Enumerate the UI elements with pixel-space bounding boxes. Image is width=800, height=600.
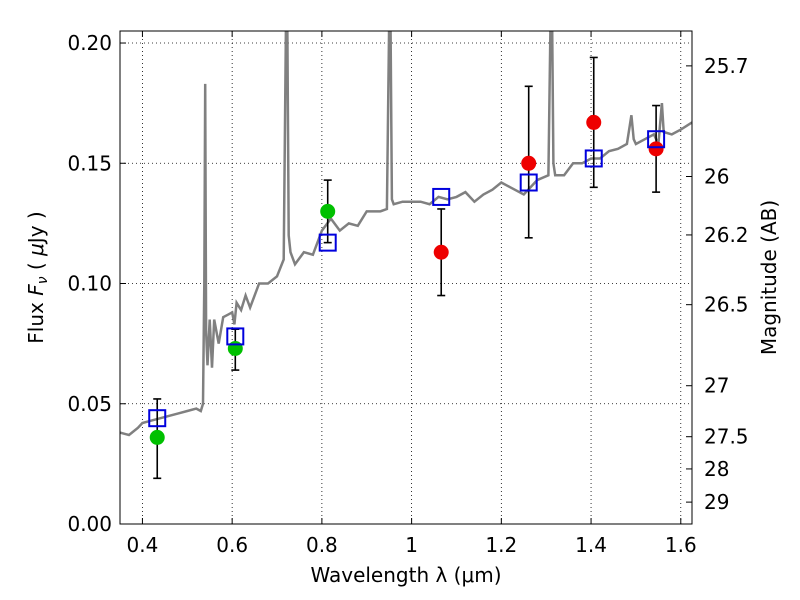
y-axis-label-subscript: ν (35, 276, 51, 284)
magnitude-tick-label: 27 (704, 374, 729, 398)
model-flux-square (148, 409, 167, 428)
y-axis-label-unit: Jy ) (24, 211, 48, 245)
model-flux-square (584, 149, 603, 168)
y-axis-label-symbol: F (24, 284, 48, 296)
y-axis-label-mu: μ (24, 243, 48, 257)
photometry-point (227, 340, 243, 356)
y-axis-label-open: ( (24, 256, 48, 277)
y-axis-label: Flux Fν ( μJy ) (24, 211, 51, 343)
photometry-point (320, 203, 336, 219)
model-flux-squares (148, 130, 666, 428)
x-tick-label: 1.4 (575, 533, 607, 557)
magnitude-tick-label: 28 (704, 457, 729, 481)
x-tick-label: 0.8 (306, 533, 338, 557)
y-tick-label: 0.10 (67, 272, 112, 296)
photometry-point (521, 155, 537, 171)
x-tick-label: 0.4 (127, 533, 159, 557)
axis-ticks: 0.4 0.6 0.8 1 1.2 1.4 1.6 0.00 0.05 0.10 0.15 0.20 2… (67, 31, 749, 557)
x-tick-label: 1 (405, 533, 418, 557)
model-flux-square (519, 173, 538, 192)
y-tick-label: 0.20 (67, 31, 112, 55)
y-tick-label: 0.05 (67, 392, 112, 416)
model-flux-square (318, 233, 337, 252)
magnitude-tick-label: 25.7 (704, 54, 749, 78)
magnitude-axis-label: Magnitude (AB) (757, 200, 781, 355)
plot-frame (119, 30, 693, 525)
error-bars (153, 56, 661, 480)
y-axis-label-prefix: Flux (24, 296, 48, 344)
x-axis-label: Wavelength λ (μm) (310, 563, 501, 587)
x-tick-label: 1.6 (665, 533, 697, 557)
model-flux-square (226, 327, 245, 346)
photometry-point (648, 141, 664, 157)
y-tick-label: 0.15 (67, 151, 112, 175)
photometry-point (586, 114, 602, 130)
model-flux-square (432, 187, 451, 206)
magnitude-tick-label: 27.5 (704, 425, 749, 449)
magnitude-tick-label: 26.2 (704, 223, 749, 247)
magnitude-tick-label: 26 (704, 164, 729, 188)
spectrum-polyline (120, 31, 692, 437)
photometry-point (433, 244, 449, 260)
photometry-points (149, 114, 664, 445)
magnitude-tick-label: 29 (704, 490, 729, 514)
model-flux-square (647, 130, 666, 149)
y-tick-label: 0.00 (67, 512, 112, 536)
magnitude-tick-label: 26.5 (704, 293, 749, 317)
x-tick-label: 1.2 (485, 533, 517, 557)
spectrum-line (120, 31, 692, 437)
photometry-point (149, 429, 165, 445)
x-tick-label: 0.6 (216, 533, 248, 557)
